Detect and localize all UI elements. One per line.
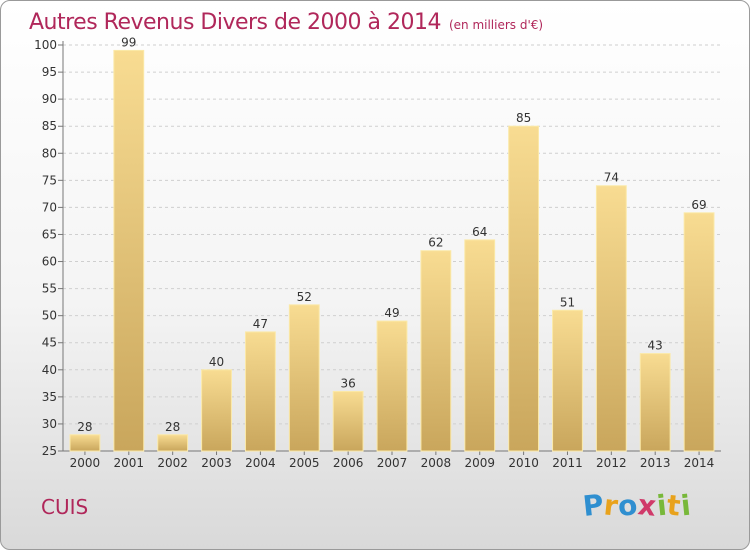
x-tick-label: 2011 — [552, 456, 583, 470]
y-tick-label: 40 — [42, 363, 57, 377]
data-label: 64 — [472, 225, 487, 239]
y-tick-label: 100 — [34, 38, 57, 52]
x-tick-label: 2012 — [596, 456, 627, 470]
data-label: 40 — [209, 355, 224, 369]
data-label: 74 — [604, 171, 619, 185]
y-tick-label: 25 — [42, 444, 57, 458]
data-label: 28 — [77, 420, 92, 434]
bar-2005 — [288, 304, 320, 452]
bar-2007 — [376, 320, 408, 452]
x-tick-label: 2003 — [201, 456, 232, 470]
y-tick-label: 50 — [42, 309, 57, 323]
data-label: 43 — [648, 339, 663, 353]
y-tick-label: 30 — [42, 417, 57, 431]
x-tick-label: 2013 — [640, 456, 671, 470]
x-tick-label: 2007 — [377, 456, 408, 470]
x-tick-label: 2014 — [684, 456, 715, 470]
x-tick-label: 2006 — [333, 456, 364, 470]
bar-2003 — [201, 369, 232, 452]
y-tick-label: 75 — [42, 173, 57, 187]
y-tick-label: 60 — [42, 255, 57, 269]
bars — [69, 49, 715, 452]
data-label: 85 — [516, 111, 531, 125]
bar-2014 — [683, 212, 715, 452]
bar-2009 — [464, 239, 496, 452]
y-tick-label: 55 — [42, 282, 57, 296]
bar-2004 — [244, 331, 276, 452]
x-tick-label: 2010 — [508, 456, 539, 470]
data-label: 52 — [297, 290, 312, 304]
bar-2006 — [332, 390, 364, 452]
bar-2002 — [157, 434, 189, 452]
labels: 25 30 35 40 45 50 55 60 65 70 75 80 85 90 95 100 2000 28 2… — [34, 35, 714, 470]
data-label: 51 — [560, 295, 575, 309]
bar-2008 — [420, 250, 452, 452]
x-tick-label: 2001 — [114, 456, 145, 470]
y-tick-label: 35 — [42, 390, 57, 404]
x-tick-label: 2002 — [157, 456, 188, 470]
bar-2001 — [113, 49, 145, 452]
data-label: 47 — [253, 317, 268, 331]
bar-2011 — [552, 309, 583, 452]
x-tick-label: 2008 — [421, 456, 452, 470]
chart-title: Autres Revenus Divers de 2000 à 2014 (en … — [29, 10, 543, 35]
bar-2012 — [595, 185, 627, 452]
data-label: 28 — [165, 420, 180, 434]
chart-title-text: Autres Revenus Divers de 2000 à 2014 — [29, 10, 441, 35]
data-label: 49 — [384, 306, 399, 320]
x-tick-label: 2005 — [289, 456, 320, 470]
y-tick-label: 85 — [42, 119, 57, 133]
y-tick-label: 95 — [42, 65, 57, 79]
y-tick-label: 45 — [42, 336, 57, 350]
data-label: 69 — [691, 198, 706, 212]
bar-2010 — [508, 125, 540, 452]
y-tick-label: 70 — [42, 200, 57, 214]
data-label: 62 — [428, 236, 443, 250]
logo-letter: i — [678, 488, 693, 523]
y-tick-label: 65 — [42, 227, 57, 241]
data-label: 36 — [340, 376, 355, 390]
data-label: 99 — [121, 35, 136, 49]
chart-subtitle: (en milliers d'€) — [448, 18, 544, 32]
x-tick-label: 2004 — [245, 456, 276, 470]
y-tick-label: 80 — [42, 146, 57, 160]
bar-2000 — [69, 434, 101, 452]
proxiti-logo: Proxiti — [581, 488, 693, 523]
x-tick-label: 2000 — [70, 456, 101, 470]
y-tick-label: 90 — [42, 92, 57, 106]
bar-2013 — [639, 353, 671, 452]
commune-name: CUIS — [41, 495, 89, 519]
x-tick-label: 2009 — [464, 456, 495, 470]
